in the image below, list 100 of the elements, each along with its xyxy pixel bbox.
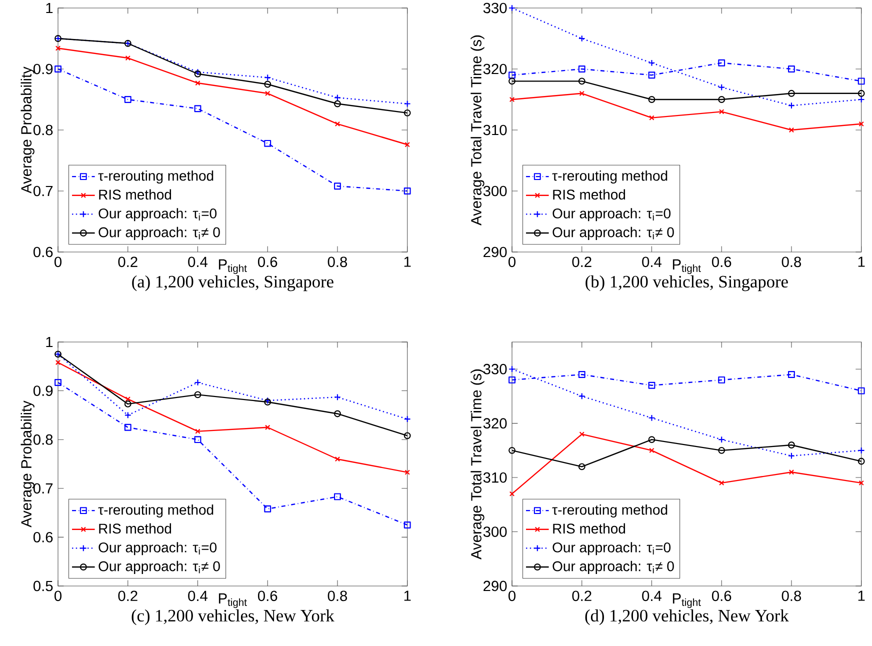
y-tick-label: 300 [483,186,507,196]
y-tick-label: 0.6 [33,532,53,542]
y-tick-label: 330 [483,364,507,374]
x-tick-label: 1 [858,590,865,601]
text: (c) 1,200 vehicles, New York [132,609,334,626]
point [578,371,586,378]
point [334,121,340,127]
point [579,90,584,96]
point [334,456,340,462]
y-tick-label: 290 [484,580,507,592]
y-tick-label: 330 [483,2,507,14]
x-axis-title: P$_{tight}$ [218,259,247,274]
point [334,100,341,108]
x-tick-label: 0.8 [328,590,348,602]
point [264,140,272,147]
point [264,424,270,430]
legend-label: τ-rerouting method [552,170,668,184]
legend-label: Our approach: τ$_{i}$=0 [552,208,671,222]
point [718,96,726,103]
legend-label: τ-rerouting method [98,504,214,518]
y-tick-label: 0.5 [33,580,53,592]
legend-label: RIS method [99,189,172,200]
point [264,90,270,96]
x-tick-label: 0.8 [782,590,802,602]
point [264,505,272,512]
y-tick-label: 310 [483,124,507,136]
point [788,90,795,97]
legend-label: Our approach: τ$_{i}$≠ 0 [552,560,674,574]
point [125,396,130,402]
y-tick-label: 0.7 [33,483,53,494]
y-tick-label: 0.6 [33,246,53,258]
point [648,436,656,444]
x-tick-label: 0.8 [328,256,348,268]
point [334,410,341,418]
point [125,55,130,61]
point [649,115,654,120]
y-tick-label: 0.8 [33,124,53,136]
point [858,78,865,85]
x-axis-title: P$_{tight}$ [672,593,701,608]
x-tick-label: 0.8 [782,256,802,268]
point [404,188,411,194]
x-tick-label: 0.2 [118,256,138,268]
point [404,522,411,528]
point [718,59,726,66]
y-tick-label: 320 [483,418,507,429]
point [54,66,62,72]
point [648,96,656,103]
point [579,432,584,437]
text: (d) 1,200 vehicles, New York [585,609,789,626]
legend-label: Our approach: τ$_{i}$≠ 0 [552,226,674,240]
point [718,446,726,454]
point [334,182,341,190]
point [858,387,865,394]
x-tick-label: 0.6 [712,256,732,268]
legend-label: τ-rerouting method [552,504,668,518]
point [508,376,516,384]
legend-label: Our approach: τ$_{i}$≠ 0 [98,226,220,240]
point [54,379,62,386]
x-tick-label: 0.6 [258,590,278,602]
legend-label: RIS method [99,523,172,534]
y-tick-label: 300 [483,526,507,537]
y-tick-label: 290 [484,246,507,258]
y-axis-title: Average Total Travel Time (s) [470,369,484,560]
x-tick-label: 0.2 [572,256,592,268]
x-tick-label: 0 [508,256,516,268]
point [194,436,202,444]
point [718,376,726,384]
y-axis-title: Average Probability [20,66,34,194]
point [124,400,132,408]
text: (a) 1,200 vehicles, Singapore [132,275,334,292]
point [195,428,200,434]
text: (b) 1,200 vehicles, Singapore [586,275,788,292]
y-tick-label: 310 [483,472,507,483]
y-tick-label: 0.8 [33,434,53,445]
legend-label: τ-rerouting method [98,170,214,184]
y-axis-title: Average Total Travel Time (s) [470,35,484,226]
y-tick-label: 0.7 [33,186,53,196]
x-tick-label: 0 [54,256,62,268]
point [788,66,795,72]
point [194,105,202,112]
point [195,80,200,86]
y-tick-label: 320 [483,64,507,74]
point [649,448,654,454]
legend-label: RIS method [553,523,626,534]
x-tick-label: 0.4 [642,256,662,268]
x-axis-title: P$_{tight}$ [218,593,247,608]
x-tick-label: 0 [508,590,516,602]
point [334,493,341,500]
point [124,96,132,103]
y-tick-label: 0.9 [33,64,53,74]
legend-label: RIS method [553,189,626,200]
x-tick-label: 0.2 [118,590,138,602]
point [578,463,586,470]
point [578,66,586,72]
legend-label: Our approach: τ$_{i}$=0 [98,542,217,556]
point [124,424,132,431]
x-tick-label: 0 [54,590,62,602]
y-tick-label: 1 [46,2,53,14]
legend-label: Our approach: τ$_{i}$=0 [552,542,671,556]
x-tick-label: 0.4 [642,590,662,602]
